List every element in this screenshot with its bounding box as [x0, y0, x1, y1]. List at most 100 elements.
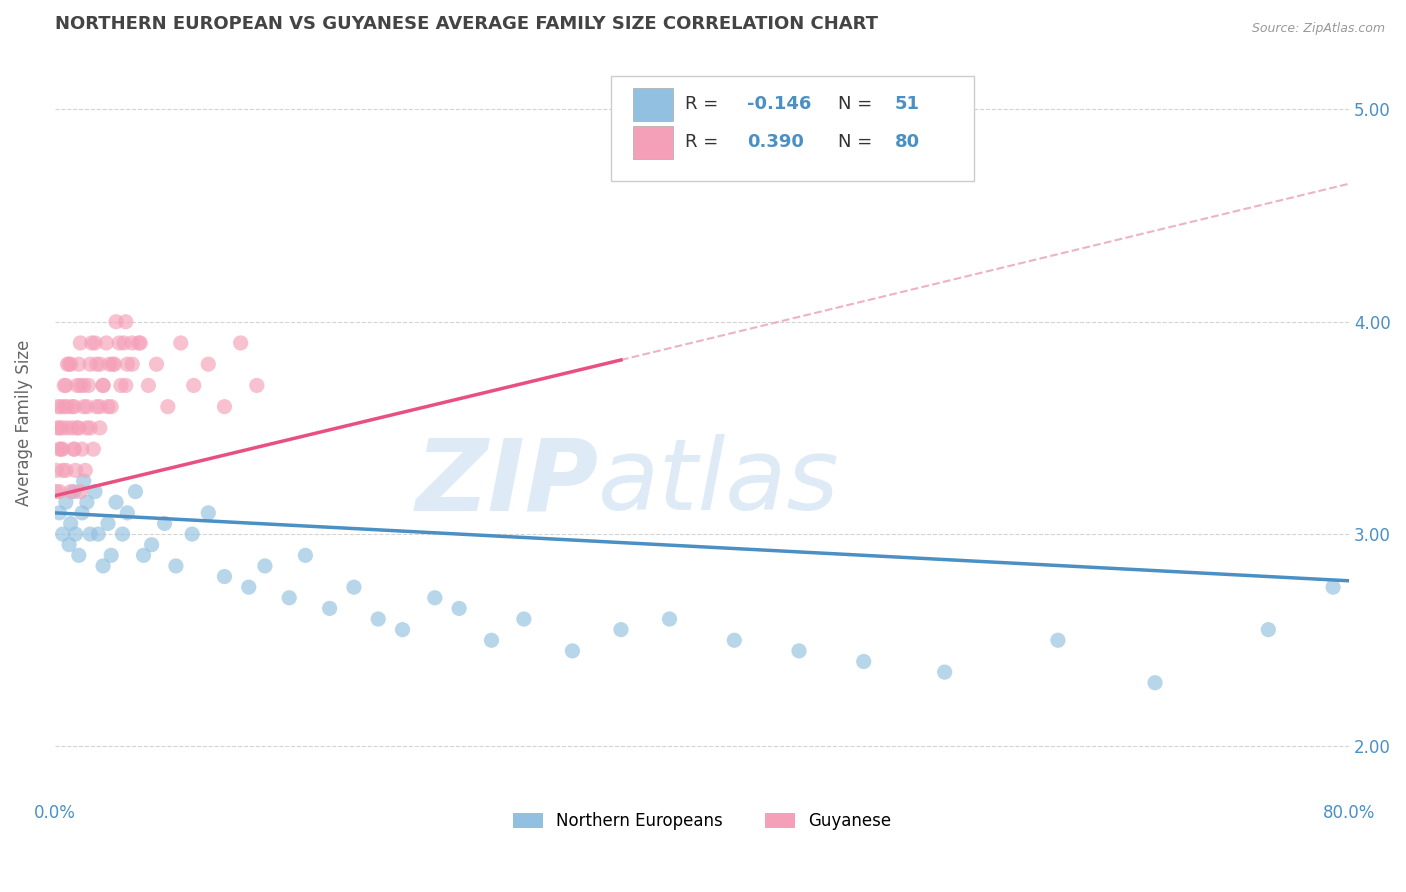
Text: atlas: atlas [599, 434, 839, 532]
Point [58, 357, 80, 371]
Y-axis label: Average Family Size: Average Family Size [15, 340, 32, 506]
Legend: Northern Europeans, Guyanese: Northern Europeans, Guyanese [506, 805, 897, 837]
Point [63, 400, 86, 414]
Point [138, 378, 160, 392]
Text: 51: 51 [894, 95, 920, 113]
Point [56, 357, 79, 371]
Point [98, 357, 121, 371]
Point [658, 612, 681, 626]
Point [423, 591, 446, 605]
Point [67, 421, 90, 435]
Point [59, 484, 82, 499]
Point [153, 516, 176, 531]
Point [278, 591, 301, 605]
Point [69, 335, 91, 350]
Point [52, 442, 75, 457]
Text: R =: R = [685, 95, 724, 113]
Point [165, 558, 187, 573]
Point [63, 442, 86, 457]
Point [45, 463, 67, 477]
Point [97, 516, 120, 531]
Point [723, 633, 745, 648]
Point [77, 378, 100, 392]
Point [112, 335, 135, 350]
Point [1046, 633, 1069, 648]
Point [59, 357, 82, 371]
Point [53, 400, 76, 414]
Point [87, 527, 110, 541]
Point [121, 357, 143, 371]
Point [76, 400, 98, 414]
Point [787, 644, 810, 658]
Point [253, 558, 276, 573]
Text: 0.390: 0.390 [747, 133, 804, 151]
Point [117, 357, 139, 371]
Point [852, 655, 875, 669]
Point [229, 335, 252, 350]
Point [124, 484, 146, 499]
Point [59, 516, 82, 531]
Text: Source: ZipAtlas.com: Source: ZipAtlas.com [1251, 22, 1385, 36]
Point [117, 506, 139, 520]
Point [214, 569, 236, 583]
Point [128, 335, 150, 350]
Point [100, 549, 122, 563]
Point [100, 400, 122, 414]
Point [121, 335, 143, 350]
Point [76, 421, 98, 435]
Point [60, 400, 83, 414]
Point [91, 378, 114, 392]
Text: N =: N = [838, 133, 877, 151]
Point [60, 421, 83, 435]
Point [129, 335, 152, 350]
Point [1144, 675, 1167, 690]
Point [80, 335, 103, 350]
Point [294, 549, 316, 563]
Point [53, 378, 76, 392]
Point [934, 665, 956, 679]
Point [170, 335, 193, 350]
Point [367, 612, 389, 626]
Point [63, 484, 86, 499]
Point [318, 601, 340, 615]
Point [197, 357, 219, 371]
Point [55, 463, 77, 477]
Point [183, 378, 205, 392]
Point [89, 357, 111, 371]
Point [91, 378, 114, 392]
Point [49, 400, 72, 414]
Point [86, 400, 108, 414]
Point [1257, 623, 1279, 637]
Point [561, 644, 583, 658]
Point [69, 484, 91, 499]
Point [197, 506, 219, 520]
Point [69, 378, 91, 392]
Point [46, 400, 69, 414]
Point [75, 463, 97, 477]
Point [52, 527, 75, 541]
Point [82, 442, 104, 457]
FancyBboxPatch shape [633, 126, 673, 159]
Point [141, 538, 163, 552]
Point [70, 442, 93, 457]
Point [45, 484, 67, 499]
Point [67, 357, 90, 371]
Point [96, 335, 118, 350]
Point [52, 463, 75, 477]
Point [84, 335, 107, 350]
Text: R =: R = [685, 133, 724, 151]
Point [103, 357, 125, 371]
Point [97, 400, 120, 414]
Point [214, 400, 236, 414]
Point [63, 442, 86, 457]
Point [48, 421, 70, 435]
Point [343, 580, 366, 594]
Point [73, 400, 96, 414]
FancyBboxPatch shape [633, 88, 673, 121]
Point [66, 378, 89, 392]
Point [79, 357, 101, 371]
Point [114, 378, 136, 392]
Point [79, 527, 101, 541]
Point [86, 357, 108, 371]
Point [65, 527, 87, 541]
